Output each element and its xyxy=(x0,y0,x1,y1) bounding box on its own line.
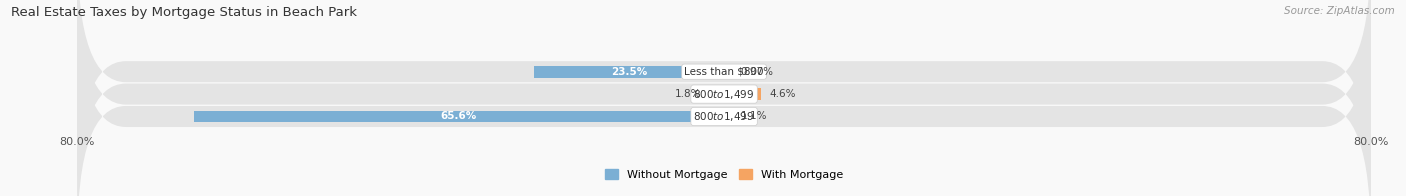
Bar xyxy=(724,111,733,122)
Text: 1.1%: 1.1% xyxy=(741,112,768,122)
Text: 1.8%: 1.8% xyxy=(675,89,702,99)
Text: $800 to $1,499: $800 to $1,499 xyxy=(693,110,755,123)
Bar xyxy=(534,66,724,77)
Bar xyxy=(724,66,733,77)
Text: Source: ZipAtlas.com: Source: ZipAtlas.com xyxy=(1284,6,1395,16)
Text: 0.97%: 0.97% xyxy=(740,67,773,77)
Bar xyxy=(710,88,724,100)
Legend: Without Mortgage, With Mortgage: Without Mortgage, With Mortgage xyxy=(600,165,848,184)
Text: 4.6%: 4.6% xyxy=(769,89,796,99)
Text: Real Estate Taxes by Mortgage Status in Beach Park: Real Estate Taxes by Mortgage Status in … xyxy=(11,6,357,19)
Text: 65.6%: 65.6% xyxy=(441,112,477,122)
Text: 23.5%: 23.5% xyxy=(612,67,647,77)
Text: $800 to $1,499: $800 to $1,499 xyxy=(693,88,755,101)
FancyBboxPatch shape xyxy=(77,0,1371,196)
FancyBboxPatch shape xyxy=(77,0,1371,196)
Bar xyxy=(194,111,724,122)
Bar xyxy=(724,88,761,100)
FancyBboxPatch shape xyxy=(77,0,1371,196)
Text: Less than $800: Less than $800 xyxy=(685,67,763,77)
